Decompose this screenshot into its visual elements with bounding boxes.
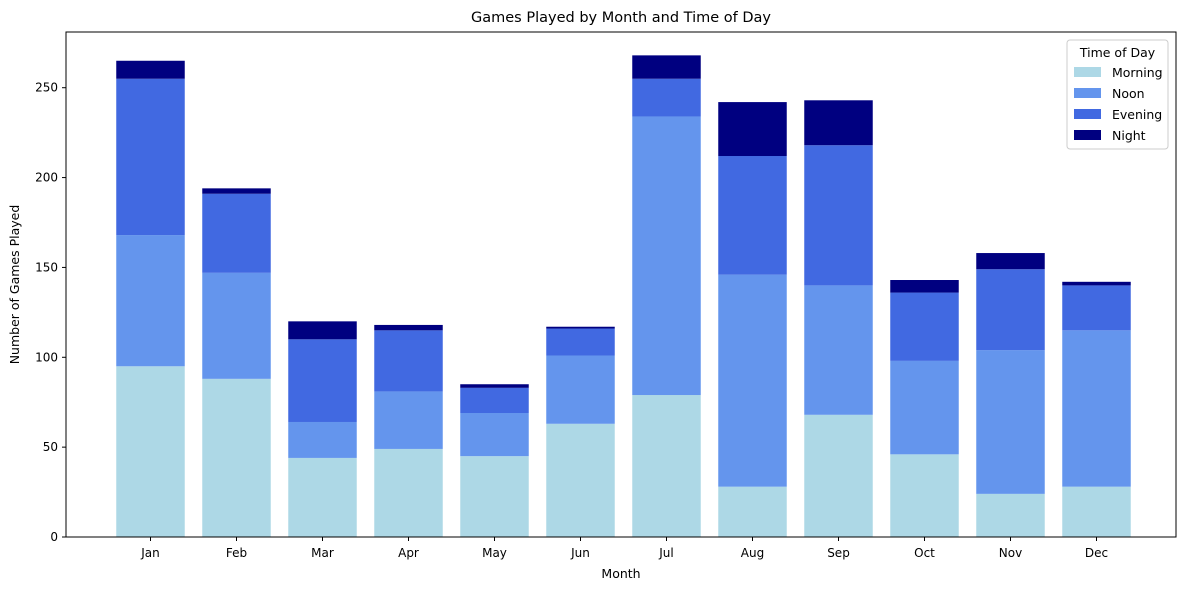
bar-noon-mar — [288, 421, 357, 458]
y-tick-label: 100 — [35, 350, 58, 364]
bar-evening-jan — [116, 78, 185, 236]
bar-night-may — [460, 384, 529, 388]
x-tick-label: May — [482, 546, 507, 560]
bar-evening-jun — [546, 328, 615, 356]
bar-noon-nov — [976, 350, 1045, 494]
bar-morning-dec — [1062, 486, 1131, 537]
legend-swatch-evening — [1074, 109, 1101, 119]
x-tick-label: Oct — [914, 546, 935, 560]
y-tick-label: 250 — [35, 81, 58, 95]
y-tick-label: 150 — [35, 260, 58, 274]
y-tick-label: 0 — [50, 530, 58, 544]
x-tick-label: Jul — [658, 546, 673, 560]
bar-night-oct — [890, 280, 959, 293]
bar-night-apr — [374, 324, 443, 331]
legend: Time of Day Morning Noon Evening Night — [1066, 39, 1169, 150]
x-tick-label: Nov — [999, 546, 1022, 560]
bar-night-jan — [116, 60, 185, 79]
legend-swatch-morning — [1074, 67, 1101, 77]
bar-noon-oct — [890, 360, 959, 455]
bar-evening-mar — [288, 339, 357, 422]
x-tick-label: Jun — [570, 546, 590, 560]
x-tick-label: Sep — [827, 546, 850, 560]
bar-evening-apr — [374, 330, 443, 392]
bar-night-feb — [202, 188, 271, 194]
x-axis-label: Month — [601, 566, 640, 581]
bar-noon-dec — [1062, 330, 1131, 487]
legend-label-night: Night — [1112, 128, 1146, 143]
bar-morning-apr — [374, 448, 443, 537]
bar-night-sep — [804, 100, 873, 146]
bar-evening-dec — [1062, 285, 1131, 331]
bar-evening-may — [460, 387, 529, 413]
x-tick-label: Apr — [398, 546, 419, 560]
bar-noon-apr — [374, 391, 443, 449]
x-tick-label: Feb — [226, 546, 247, 560]
x-tick-label: Jan — [140, 546, 160, 560]
bar-evening-aug — [718, 156, 787, 275]
bar-noon-jan — [116, 235, 185, 367]
bar-morning-may — [460, 456, 529, 537]
legend-label-noon: Noon — [1112, 86, 1145, 101]
y-axis-ticks: 0 50 100 150 200 250 — [35, 81, 66, 544]
legend-label-evening: Evening — [1112, 107, 1162, 122]
bar-evening-oct — [890, 292, 959, 361]
y-tick-label: 200 — [35, 171, 58, 185]
plot-frame — [65, 31, 1177, 538]
bar-noon-jun — [546, 355, 615, 424]
legend-title: Time of Day — [1079, 45, 1156, 60]
bar-noon-jul — [632, 116, 701, 396]
bar-night-nov — [976, 253, 1045, 270]
bar-evening-nov — [976, 269, 1045, 351]
y-axis-label: Number of Games Played — [7, 205, 22, 365]
legend-swatch-noon — [1074, 88, 1101, 98]
bar-evening-sep — [804, 145, 873, 286]
bar-night-dec — [1062, 281, 1131, 286]
bar-morning-aug — [718, 486, 787, 537]
bar-noon-sep — [804, 285, 873, 415]
x-tick-label: Dec — [1085, 546, 1108, 560]
chart-title: Games Played by Month and Time of Day — [471, 10, 771, 26]
x-tick-label: Aug — [741, 546, 764, 560]
y-tick-label: 50 — [43, 440, 58, 454]
bar-evening-feb — [202, 193, 271, 273]
bar-morning-sep — [804, 414, 873, 537]
bar-night-mar — [288, 321, 357, 340]
bar-morning-nov — [976, 493, 1045, 537]
bar-morning-jul — [632, 395, 701, 537]
bar-morning-oct — [890, 454, 959, 537]
x-tick-label: Mar — [311, 546, 334, 560]
bars-layer — [116, 55, 1131, 537]
legend-items: Morning Noon Evening Night — [1074, 65, 1163, 143]
bar-evening-jul — [632, 78, 701, 117]
bar-night-jun — [546, 326, 615, 329]
bar-morning-jan — [116, 366, 185, 537]
bar-morning-feb — [202, 378, 271, 537]
legend-swatch-night — [1074, 130, 1101, 140]
bar-morning-jun — [546, 423, 615, 537]
bar-noon-feb — [202, 272, 271, 379]
bar-night-jul — [632, 55, 701, 79]
legend-label-morning: Morning — [1112, 65, 1163, 80]
bar-night-aug — [718, 102, 787, 157]
bar-noon-may — [460, 412, 529, 457]
bar-morning-mar — [288, 457, 357, 537]
x-axis-ticks: Jan Feb Mar Apr May Jun Jul Aug Sep Oct Nov Dec — [140, 537, 1108, 560]
bar-noon-aug — [718, 274, 787, 487]
